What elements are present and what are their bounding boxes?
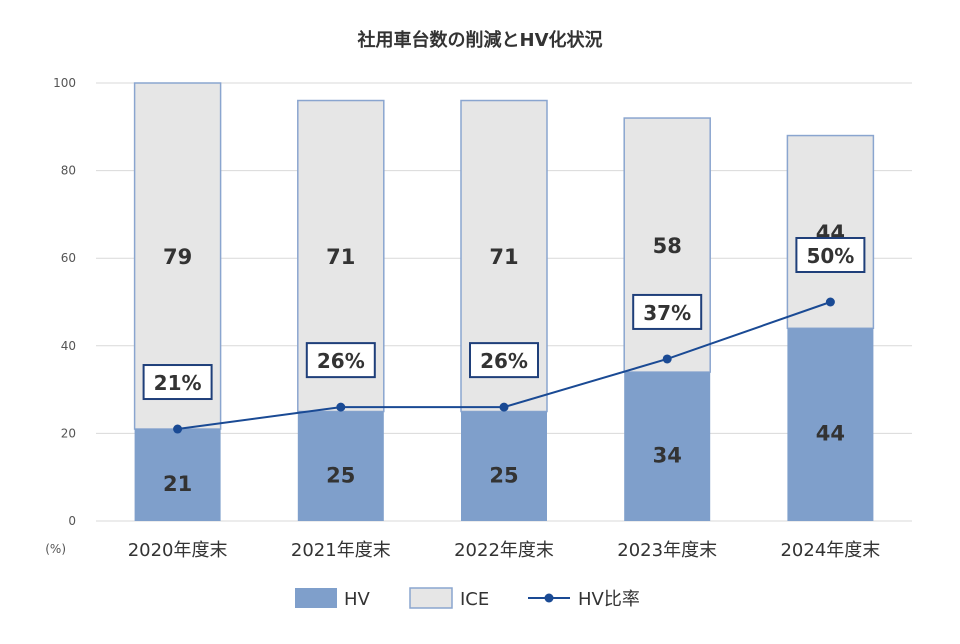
data-label-ratio: 50% — [806, 244, 854, 268]
x-tick-label: 2023年度末 — [617, 540, 717, 561]
data-label-ratio: 37% — [643, 301, 691, 325]
legend-label-hv: HV — [344, 589, 371, 610]
legend-label-hv-ratio: HV比率 — [578, 589, 640, 610]
data-label-hv: 21 — [163, 472, 192, 496]
chart-title: 社用車台数の削減とHV化状況 — [358, 29, 603, 51]
bar-hv — [787, 328, 874, 521]
legend-swatch-ice — [409, 587, 453, 609]
data-label-ice: 71 — [326, 245, 355, 269]
line-marker — [336, 402, 346, 412]
x-tick-label: 2022年度末 — [454, 540, 554, 561]
ratio-label-box — [305, 342, 376, 379]
data-label-ratio: 26% — [317, 349, 365, 373]
x-axis-labels: 2020年度末 2021年度末 2022年度末 2023年度末 2024年度末 — [128, 540, 881, 561]
y-tick-label: 40 — [61, 339, 76, 353]
x-tick-label: 2020年度末 — [128, 540, 228, 561]
y-tick-label: 100 — [53, 76, 76, 90]
data-label-hv: 44 — [816, 422, 845, 446]
data-label-ice: 71 — [489, 245, 518, 269]
x-tick-label: 2021年度末 — [291, 540, 391, 561]
data-label-ratio: 26% — [480, 349, 528, 373]
bar-ice — [786, 134, 875, 330]
line-marker — [173, 424, 183, 434]
line-marker — [662, 354, 672, 364]
y-axis: 0 20 40 60 80 100 — [53, 76, 76, 528]
legend-label-ice: ICE — [460, 589, 489, 610]
bar-hv — [461, 411, 547, 521]
y-tick-label: 80 — [61, 164, 76, 178]
line-marker — [499, 402, 509, 412]
legend-marker-hv-ratio — [544, 593, 554, 603]
data-label-ratio: 21% — [154, 371, 202, 395]
ratio-label-box — [142, 364, 213, 401]
x-tick-label: 2024年度末 — [780, 540, 880, 561]
ratio-label-box — [469, 342, 539, 379]
legend-swatch-hv — [295, 588, 337, 608]
data-label-hv: 34 — [653, 444, 682, 468]
y-tick-label: 0 — [68, 514, 76, 528]
data-label-hv: 25 — [326, 463, 355, 487]
y-axis-unit-label: (%) — [45, 542, 66, 556]
bar-hv — [297, 411, 384, 521]
ratio-label-box — [795, 237, 866, 273]
line-marker — [825, 297, 835, 307]
data-label-ice: 79 — [163, 245, 192, 269]
data-label-hv: 25 — [489, 463, 518, 487]
data-label-ice: 58 — [653, 234, 682, 258]
y-tick-label: 20 — [61, 426, 76, 440]
bar-hv — [624, 372, 711, 521]
ratio-label-box — [632, 293, 703, 330]
hv-ratio-line: 21% 26% 26% 37% 50% — [142, 237, 866, 434]
bar-hv — [134, 429, 221, 521]
y-tick-label: 60 — [61, 251, 76, 265]
legend: HV ICE HV比率 — [295, 587, 640, 610]
